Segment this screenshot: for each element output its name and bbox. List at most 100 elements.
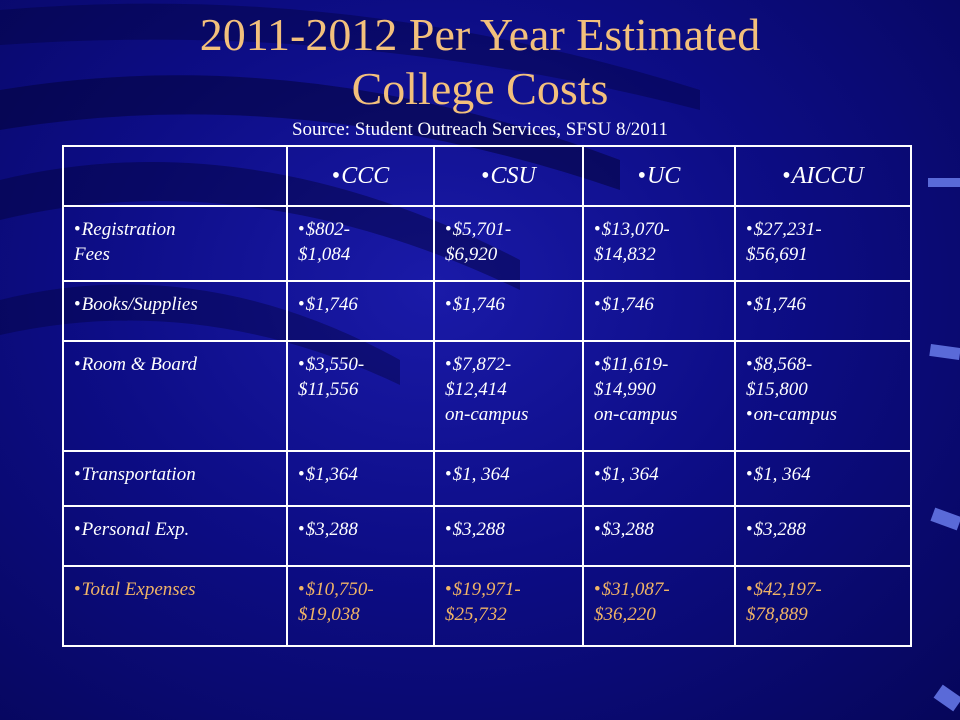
cell-text: $802- <box>305 219 350 240</box>
cell-text: $14,832 <box>594 244 656 265</box>
cell-text: $3,288 <box>452 519 505 540</box>
table-row: Personal Exp. $3,288 $3,288 $3,288 $3,288 <box>62 505 912 567</box>
cell-paragraph: $1,746 <box>445 292 576 317</box>
cell-text: $12,414 <box>445 379 507 400</box>
cell-text: $1, 364 <box>452 464 510 485</box>
cell-text: $15,800 <box>746 379 808 400</box>
cell-text: $19,971- <box>452 579 521 600</box>
source-note: Source: Student Outreach Services, SFSU … <box>291 119 669 140</box>
cell-paragraph: $3,288 <box>298 517 427 542</box>
cell-paragraph: Room & Board <box>74 352 280 377</box>
cell-paragraph: $31,087- $36,220 <box>594 577 728 627</box>
cell-paragraph: $1,746 <box>594 292 728 317</box>
cell-text: $11,556 <box>298 379 359 400</box>
cell-text: $8,568- <box>753 354 813 375</box>
cell-text: $3,288 <box>753 519 806 540</box>
value-cell: $1,746 <box>734 280 912 342</box>
value-cell: $1,746 <box>286 280 435 342</box>
value-cell: $3,288 <box>286 505 435 567</box>
column-header: AICCU <box>734 145 912 207</box>
cell-paragraph: $13,070- $14,832 <box>594 217 728 267</box>
cell-paragraph: Personal Exp. <box>74 517 280 542</box>
value-cell: $8,568- $15,800 on-campus <box>734 340 912 452</box>
value-cell: $7,872- $12,414 on-campus <box>433 340 584 452</box>
table-row: Room & Board $3,550- $11,556 $7,872- $12,414… <box>62 340 912 452</box>
row-label-cell: Room & Board <box>62 340 288 452</box>
column-header: CCC <box>286 145 435 207</box>
row-label-cell: Books/Supplies <box>62 280 288 342</box>
table-row: Transportation $1,364 $1, 364 $1, 364 $1, 36… <box>62 450 912 507</box>
value-cell: $3,288 <box>734 505 912 567</box>
cell-text: $5,701- <box>452 219 512 240</box>
cell-paragraph: Registration Fees <box>74 217 280 267</box>
cell-text: $11,619- <box>601 354 669 375</box>
value-cell: $13,070- $14,832 <box>582 205 736 282</box>
cell-text: Room & Board <box>81 354 198 375</box>
cell-text: $3,288 <box>305 519 358 540</box>
table-row: Books/Supplies $1,746 $1,746 $1,746 $1,746 <box>62 280 912 342</box>
row-label-cell: Personal Exp. <box>62 505 288 567</box>
cell-paragraph: $11,619- $14,990 on-campus <box>594 352 728 427</box>
value-cell: $5,701- $6,920 <box>433 205 584 282</box>
cell-text: $36,220 <box>594 604 656 625</box>
corner-cell <box>62 145 288 207</box>
value-cell: $1,364 <box>286 450 435 507</box>
value-cell: $1, 364 <box>433 450 584 507</box>
header-text: CCC <box>332 163 389 189</box>
cell-text: $25,732 <box>445 604 507 625</box>
header-text: CSU <box>481 163 536 189</box>
cell-text: Registration <box>81 219 176 240</box>
cell-text: Transportation <box>81 464 196 485</box>
cell-text: $3,288 <box>601 519 654 540</box>
cell-paragraph: $1, 364 <box>746 462 904 487</box>
cell-paragraph: $27,231- $56,691 <box>746 217 904 267</box>
column-header: UC <box>582 145 736 207</box>
cell-text: $7,872- <box>452 354 512 375</box>
cell-text: Total Expenses <box>81 579 196 600</box>
title-line: College Costs <box>351 63 609 114</box>
column-header: CSU <box>433 145 584 207</box>
header-row: CCC CSU UC AICCU <box>62 145 912 207</box>
row-label-cell: Transportation <box>62 450 288 507</box>
value-cell: $19,971- $25,732 <box>433 565 584 647</box>
cell-text: $56,691 <box>746 244 808 265</box>
cell-paragraph: on-campus <box>746 402 904 427</box>
cell-paragraph: $1,364 <box>298 462 427 487</box>
table-row: Registration Fees $802- $1,084 $5,701- $6,920… <box>62 205 912 282</box>
slide-title: 2011-2012 Per Year Estimated College Cos… <box>0 8 960 116</box>
cell-paragraph: $19,971- $25,732 <box>445 577 576 627</box>
cell-text: $19,038 <box>298 604 360 625</box>
cell-text: Books/Supplies <box>81 294 198 315</box>
cell-text: $1,746 <box>305 294 358 315</box>
cell-text: $31,087- <box>601 579 670 600</box>
cell-text: on-campus <box>445 404 529 425</box>
value-cell: $1, 364 <box>582 450 736 507</box>
cell-text: $1, 364 <box>601 464 659 485</box>
cell-paragraph: $3,288 <box>445 517 576 542</box>
value-cell: $1,746 <box>582 280 736 342</box>
cell-text: $1,364 <box>305 464 358 485</box>
value-cell: $1,746 <box>433 280 584 342</box>
cell-text: $1, 364 <box>753 464 811 485</box>
cell-paragraph: $7,872- $12,414 on-campus <box>445 352 576 427</box>
cell-text: $1,084 <box>298 244 351 265</box>
cell-paragraph: Transportation <box>74 462 280 487</box>
cell-paragraph: $1,746 <box>746 292 904 317</box>
cell-text: $10,750- <box>305 579 374 600</box>
cell-text: Personal Exp. <box>81 519 190 540</box>
header-text: AICCU <box>782 163 863 189</box>
cell-paragraph: $10,750- $19,038 <box>298 577 427 627</box>
cell-paragraph: $1, 364 <box>594 462 728 487</box>
cell-paragraph: $8,568- $15,800 <box>746 352 904 402</box>
cell-paragraph: $1, 364 <box>445 462 576 487</box>
cost-table: CCC CSU UC AICCU Registration Fees $802- $1,084… <box>62 145 912 647</box>
cell-text: $13,070- <box>601 219 670 240</box>
cell-text: $3,550- <box>305 354 365 375</box>
value-cell: $3,550- $11,556 <box>286 340 435 452</box>
value-cell: $10,750- $19,038 <box>286 565 435 647</box>
value-cell: $3,288 <box>582 505 736 567</box>
row-label-cell: Registration Fees <box>62 205 288 282</box>
cell-paragraph: $3,288 <box>746 517 904 542</box>
cell-paragraph: Total Expenses <box>74 577 280 602</box>
